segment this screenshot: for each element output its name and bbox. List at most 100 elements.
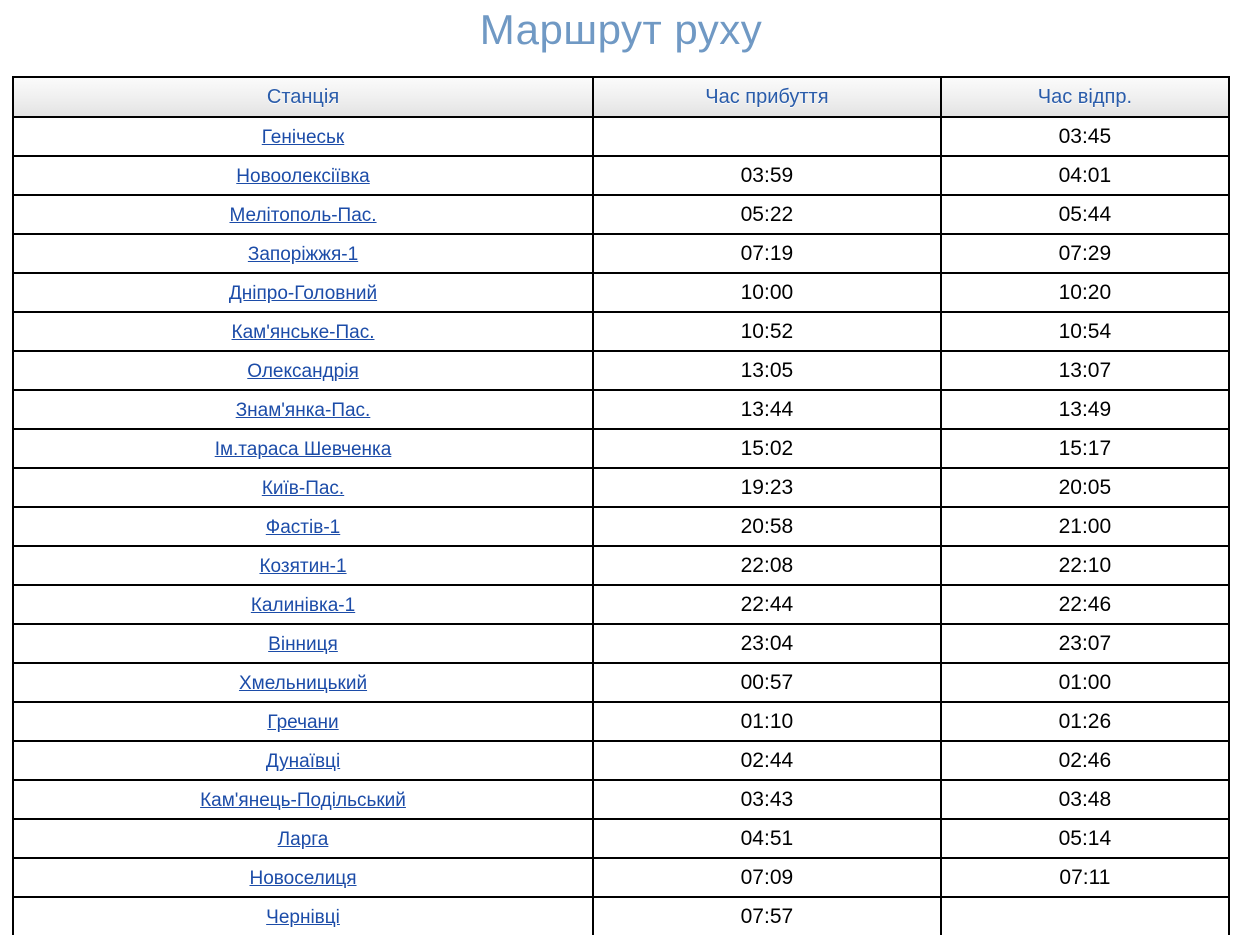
- route-table-header: Станція Час прибуття Час відпр.: [11, 76, 1231, 118]
- station-link[interactable]: Запоріжжя-1: [247, 243, 359, 265]
- arrival-time-cell: 03:43: [592, 779, 942, 820]
- arrival-time-cell: 03:59: [592, 155, 942, 196]
- arrival-time-cell: 04:51: [592, 818, 942, 859]
- column-header-arrival-time: Час прибуття: [592, 76, 942, 118]
- station-link[interactable]: Кам'янське-Пас.: [231, 321, 375, 343]
- arrival-time-cell: 13:44: [592, 389, 942, 430]
- page-title: Маршрут руху: [479, 6, 763, 53]
- station-link[interactable]: Олександрія: [247, 360, 359, 382]
- table-row: Новоселиця 07:09 07:11: [11, 857, 1231, 898]
- station-cell: Дунаївці: [11, 740, 595, 781]
- arrival-time-cell: 22:08: [592, 545, 942, 586]
- route-table: Станція Час прибуття Час відпр. Генічесь…: [11, 76, 1231, 935]
- station-link[interactable]: Фастів-1: [265, 516, 341, 538]
- station-cell: Калинівка-1: [11, 584, 595, 625]
- station-cell: Генічеськ: [11, 116, 595, 157]
- departure-time-cell: 05:14: [939, 818, 1231, 859]
- station-link[interactable]: Дунаївці: [265, 750, 341, 772]
- arrival-time-cell: 07:09: [592, 857, 942, 898]
- arrival-time-cell: 13:05: [592, 350, 942, 391]
- route-table-body: Генічеськ 03:45 Новоолексіївка 03:59 04:…: [11, 116, 1231, 935]
- table-row: Хмельницький 00:57 01:00: [11, 662, 1231, 703]
- arrival-time-cell: 10:00: [592, 272, 942, 313]
- departure-time-cell: 05:44: [939, 194, 1231, 235]
- station-cell: Козятин-1: [11, 545, 595, 586]
- table-row: Ларга 04:51 05:14: [11, 818, 1231, 859]
- departure-time-cell: 15:17: [939, 428, 1231, 469]
- table-row: Вінниця 23:04 23:07: [11, 623, 1231, 664]
- header-row: Станція Час прибуття Час відпр.: [11, 76, 1231, 118]
- table-row: Козятин-1 22:08 22:10: [11, 545, 1231, 586]
- departure-time-cell: 03:45: [939, 116, 1231, 157]
- arrival-time-cell: 00:57: [592, 662, 942, 703]
- station-link[interactable]: Чернівці: [266, 906, 340, 928]
- arrival-time-cell: 20:58: [592, 506, 942, 547]
- column-header-station: Станція: [11, 76, 595, 118]
- departure-time-cell: 07:11: [939, 857, 1231, 898]
- arrival-time-cell: 15:02: [592, 428, 942, 469]
- station-link[interactable]: Ім.тараса Шевченка: [214, 438, 392, 460]
- station-cell: Ім.тараса Шевченка: [11, 428, 595, 469]
- departure-time-cell: 03:48: [939, 779, 1231, 820]
- departure-time-cell: 10:20: [939, 272, 1231, 313]
- table-row: Кам'янське-Пас. 10:52 10:54: [11, 311, 1231, 352]
- table-row: Кам'янець-Подільський 03:43 03:48: [11, 779, 1231, 820]
- station-cell: Кам'янське-Пас.: [11, 311, 595, 352]
- departure-time-cell: 13:49: [939, 389, 1231, 430]
- arrival-time-cell: [592, 116, 942, 157]
- departure-time-cell: 22:10: [939, 545, 1231, 586]
- station-link[interactable]: Мелітополь-Пас.: [229, 204, 377, 226]
- station-link[interactable]: Знам'янка-Пас.: [235, 399, 371, 421]
- table-row: Знам'янка-Пас. 13:44 13:49: [11, 389, 1231, 430]
- table-row: Мелітополь-Пас. 05:22 05:44: [11, 194, 1231, 235]
- table-row: Ім.тараса Шевченка 15:02 15:17: [11, 428, 1231, 469]
- station-cell: Кам'янець-Подільський: [11, 779, 595, 820]
- station-link[interactable]: Хмельницький: [238, 672, 368, 694]
- station-link[interactable]: Кам'янець-Подільський: [200, 789, 406, 811]
- station-link[interactable]: Вінниця: [268, 633, 338, 655]
- station-cell: Ларга: [11, 818, 595, 859]
- departure-time-cell: [939, 896, 1231, 935]
- table-row: Запоріжжя-1 07:19 07:29: [11, 233, 1231, 274]
- station-cell: Вінниця: [11, 623, 595, 664]
- station-link[interactable]: Калинівка-1: [250, 594, 356, 616]
- station-cell: Запоріжжя-1: [11, 233, 595, 274]
- station-link[interactable]: Київ-Пас.: [261, 477, 345, 499]
- station-link[interactable]: Козятин-1: [259, 555, 347, 577]
- departure-time-cell: 01:00: [939, 662, 1231, 703]
- table-row: Фастів-1 20:58 21:00: [11, 506, 1231, 547]
- station-cell: Гречани: [11, 701, 595, 742]
- departure-time-cell: 20:05: [939, 467, 1231, 508]
- departure-time-cell: 22:46: [939, 584, 1231, 625]
- arrival-time-cell: 07:57: [592, 896, 942, 935]
- station-link[interactable]: Ларга: [277, 828, 329, 850]
- station-link[interactable]: Гречани: [267, 711, 339, 733]
- arrival-time-cell: 01:10: [592, 701, 942, 742]
- station-link[interactable]: Новоселиця: [249, 867, 357, 889]
- table-row: Олександрія 13:05 13:07: [11, 350, 1231, 391]
- departure-time-cell: 21:00: [939, 506, 1231, 547]
- departure-time-cell: 10:54: [939, 311, 1231, 352]
- table-row: Генічеськ 03:45: [11, 116, 1231, 157]
- station-link[interactable]: Генічеськ: [261, 126, 345, 148]
- station-cell: Знам'янка-Пас.: [11, 389, 595, 430]
- table-row: Дніпро-Головний 10:00 10:20: [11, 272, 1231, 313]
- station-cell: Київ-Пас.: [11, 467, 595, 508]
- station-cell: Олександрія: [11, 350, 595, 391]
- table-row: Новоолексіївка 03:59 04:01: [11, 155, 1231, 196]
- arrival-time-cell: 07:19: [592, 233, 942, 274]
- departure-time-cell: 02:46: [939, 740, 1231, 781]
- station-link[interactable]: Новоолексіївка: [236, 165, 370, 187]
- table-row: Гречани 01:10 01:26: [11, 701, 1231, 742]
- arrival-time-cell: 10:52: [592, 311, 942, 352]
- station-cell: Новоолексіївка: [11, 155, 595, 196]
- table-row: Калинівка-1 22:44 22:46: [11, 584, 1231, 625]
- column-header-departure-time: Час відпр.: [939, 76, 1231, 118]
- arrival-time-cell: 19:23: [592, 467, 942, 508]
- station-link[interactable]: Дніпро-Головний: [228, 282, 378, 304]
- arrival-time-cell: 22:44: [592, 584, 942, 625]
- station-cell: Дніпро-Головний: [11, 272, 595, 313]
- station-cell: Хмельницький: [11, 662, 595, 703]
- departure-time-cell: 07:29: [939, 233, 1231, 274]
- departure-time-cell: 04:01: [939, 155, 1231, 196]
